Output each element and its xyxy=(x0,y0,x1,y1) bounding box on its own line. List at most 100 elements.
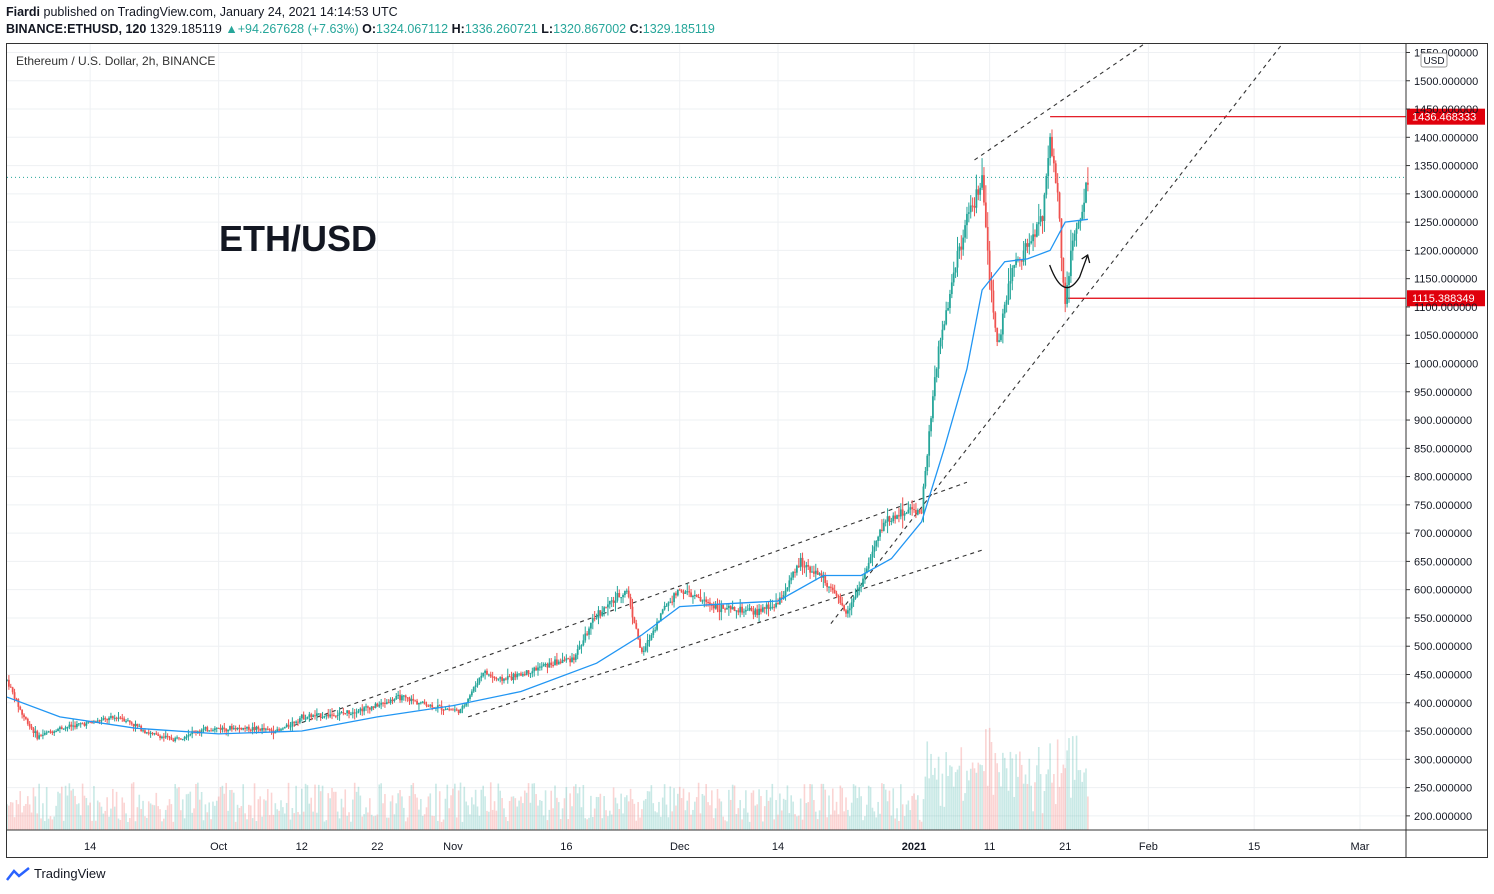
volume-bar xyxy=(554,785,556,830)
volume-bar xyxy=(707,802,709,830)
volume-bar xyxy=(1083,772,1085,830)
candle-body xyxy=(637,628,640,639)
candle-body xyxy=(833,590,836,594)
candle-body xyxy=(648,640,651,642)
volume-bar xyxy=(737,808,740,830)
volume-bar xyxy=(59,793,61,830)
volume-bar xyxy=(875,817,878,830)
volume-bar xyxy=(762,821,764,830)
volume-bar xyxy=(215,800,218,830)
volume-bar xyxy=(136,807,139,830)
symbol-label: BINANCE:ETHUSD, 120 xyxy=(6,22,147,36)
volume-bar xyxy=(401,796,403,830)
volume-bar xyxy=(900,784,902,830)
x-tick-label: 2021 xyxy=(902,841,926,853)
volume-bar xyxy=(641,809,643,830)
candle-body xyxy=(801,557,804,567)
candle-body xyxy=(38,735,41,739)
candle-body xyxy=(557,661,560,665)
y-tick-label: 450.000000 xyxy=(1414,669,1472,681)
moving-average-line xyxy=(7,218,1088,735)
volume-bar xyxy=(699,813,702,830)
candle-body xyxy=(115,717,118,719)
candle-body xyxy=(1085,182,1087,203)
volume-bar xyxy=(508,800,511,830)
candle-body xyxy=(527,670,530,674)
volume-bar xyxy=(178,787,180,830)
footer-brand[interactable]: TradingView xyxy=(34,866,106,881)
candle-body xyxy=(756,609,759,616)
candle-body xyxy=(1005,300,1008,305)
candle-body xyxy=(932,396,934,419)
volume-bar xyxy=(544,790,547,830)
volume-bar xyxy=(661,797,664,830)
candle-body xyxy=(230,726,233,730)
volume-bar xyxy=(7,804,8,830)
tradingview-logo-icon[interactable] xyxy=(6,866,30,881)
candle-body xyxy=(803,566,806,568)
candle-body xyxy=(720,604,723,613)
volume-bar xyxy=(582,784,585,830)
volume-bar xyxy=(799,798,802,830)
candle-body xyxy=(436,705,439,708)
volume-bar xyxy=(652,803,655,830)
candle-body xyxy=(603,607,606,612)
volume-bar xyxy=(112,788,114,830)
volume-bar xyxy=(903,816,906,830)
volume-bar xyxy=(1000,786,1002,830)
volume-bar xyxy=(677,793,679,830)
volume-bar xyxy=(748,821,751,830)
candle-body xyxy=(850,602,853,609)
volume-bar xyxy=(134,821,137,830)
volume-bar xyxy=(421,815,424,830)
candle-body xyxy=(102,718,105,720)
candle-body xyxy=(74,725,76,728)
volume-bar xyxy=(620,793,622,830)
candle-body xyxy=(947,307,949,311)
candle-body xyxy=(788,580,791,588)
candle-body xyxy=(278,729,281,731)
candle-body xyxy=(497,678,500,680)
candle-body xyxy=(962,237,965,250)
volume-bar xyxy=(1034,782,1036,830)
candle-body xyxy=(285,724,288,728)
volume-bar xyxy=(113,806,116,830)
candle-body xyxy=(612,600,615,603)
volume-bar xyxy=(1002,752,1004,830)
candle-body xyxy=(334,715,337,717)
candle-body xyxy=(1045,176,1048,195)
volume-bar xyxy=(319,791,322,830)
volume-bar xyxy=(28,804,31,830)
volume-bar xyxy=(784,799,787,830)
chart-frame[interactable]: 1436.468333 1115.388349 200.000000 250.000… xyxy=(6,43,1488,858)
chart-subtitle: Ethereum / U.S. Dollar, 2h, BINANCE xyxy=(16,54,215,68)
candle-body xyxy=(280,729,282,731)
volume-bar xyxy=(208,802,210,830)
volume-bar xyxy=(316,812,318,830)
volume-bar xyxy=(471,797,473,830)
y-tick-label: 1500.000000 xyxy=(1414,76,1478,88)
volume-bar xyxy=(144,816,146,830)
candle-body xyxy=(361,708,364,712)
volume-bar xyxy=(283,813,286,830)
candle-body xyxy=(529,673,532,675)
volume-bar xyxy=(1032,811,1034,830)
candle-body xyxy=(179,738,182,740)
volume-bar xyxy=(457,790,460,830)
candle-body xyxy=(127,720,129,722)
candle-body xyxy=(359,708,362,711)
volume-bar xyxy=(198,799,201,830)
candle-body xyxy=(108,717,110,721)
candle-body xyxy=(559,661,562,663)
volume-bar xyxy=(663,784,666,830)
candle-body xyxy=(605,607,607,609)
publisher-name[interactable]: Fiardi xyxy=(6,5,41,19)
candle-body xyxy=(13,692,16,699)
candle-body xyxy=(416,700,418,705)
volume-bar xyxy=(372,816,375,830)
candle-body xyxy=(367,706,369,708)
volume-bar xyxy=(81,783,84,830)
candle-body xyxy=(805,565,808,568)
candle-body xyxy=(767,604,770,609)
price-chart[interactable]: 1436.468333 1115.388349 200.000000 250.000… xyxy=(7,44,1487,857)
